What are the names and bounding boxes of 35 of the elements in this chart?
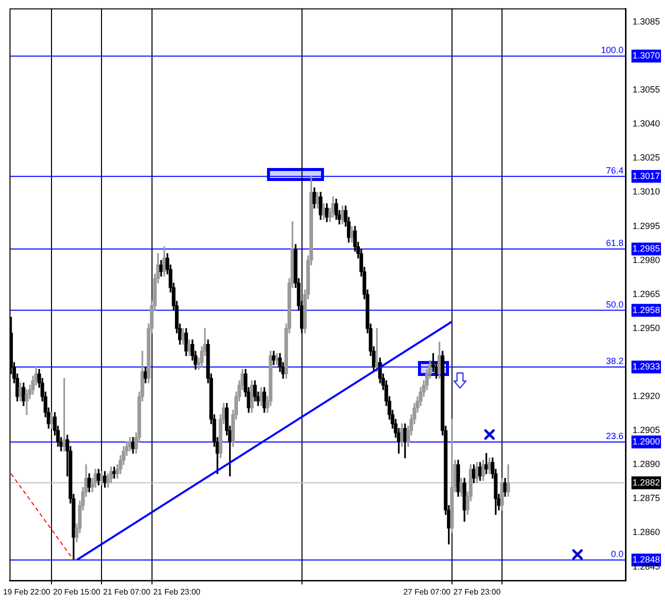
y-tick-label: 1.2995: [632, 220, 660, 231]
y-tick-label: 1.2920: [632, 391, 660, 402]
y-tick-label: 1.3085: [632, 16, 660, 27]
y-tick-label: 1.2905: [632, 425, 660, 436]
annotation: 100.0: [600, 45, 624, 56]
y-tick-label: 1.2965: [632, 288, 660, 299]
x-tick-label: 21 Feb 07:00: [103, 587, 151, 596]
y-tick-label: 1.2882: [632, 477, 660, 488]
y-tick-label: 1.3070: [632, 50, 660, 61]
y-tick-label: 1.2875: [632, 493, 660, 504]
x-tick-label: 27 Feb 23:00: [453, 587, 502, 596]
y-tick-label: 1.2890: [632, 459, 660, 470]
annotation: 38.2: [606, 356, 624, 366]
y-tick-label: 1.3040: [632, 118, 660, 129]
y-tick-label: 1.3025: [632, 152, 660, 163]
x-tick-label: 19 Feb 22:00: [3, 587, 51, 596]
y-tick-label: 1.2958: [632, 304, 660, 315]
y-tick-label: 1.2933: [632, 362, 660, 372]
y-tick-label: 1.2860: [632, 527, 660, 538]
y-tick-label: 1.3017: [632, 170, 660, 181]
y-tick-label: 1.2848: [632, 554, 660, 564]
annotation: 23.6: [606, 430, 624, 441]
y-tick-label: 1.3010: [632, 186, 660, 197]
x-tick-label: 21 Feb 23:00: [153, 587, 201, 596]
y-tick-label: 1.2900: [632, 436, 660, 446]
y-tick-label: 1.3055: [632, 84, 660, 95]
annotation: 50.0: [606, 299, 624, 310]
annotation: 61.8: [606, 238, 624, 248]
y-tick-label: 1.2950: [632, 322, 660, 333]
x-tick-label: 27 Feb 07:00: [403, 587, 452, 596]
y-tick-label: 1.2980: [632, 254, 660, 265]
annotation: 0.0: [610, 548, 624, 559]
y-tick-label: 1.2985: [632, 243, 660, 254]
annotation: 76.4: [606, 165, 624, 176]
x-tick-label: 20 Feb 15:00: [53, 587, 101, 596]
